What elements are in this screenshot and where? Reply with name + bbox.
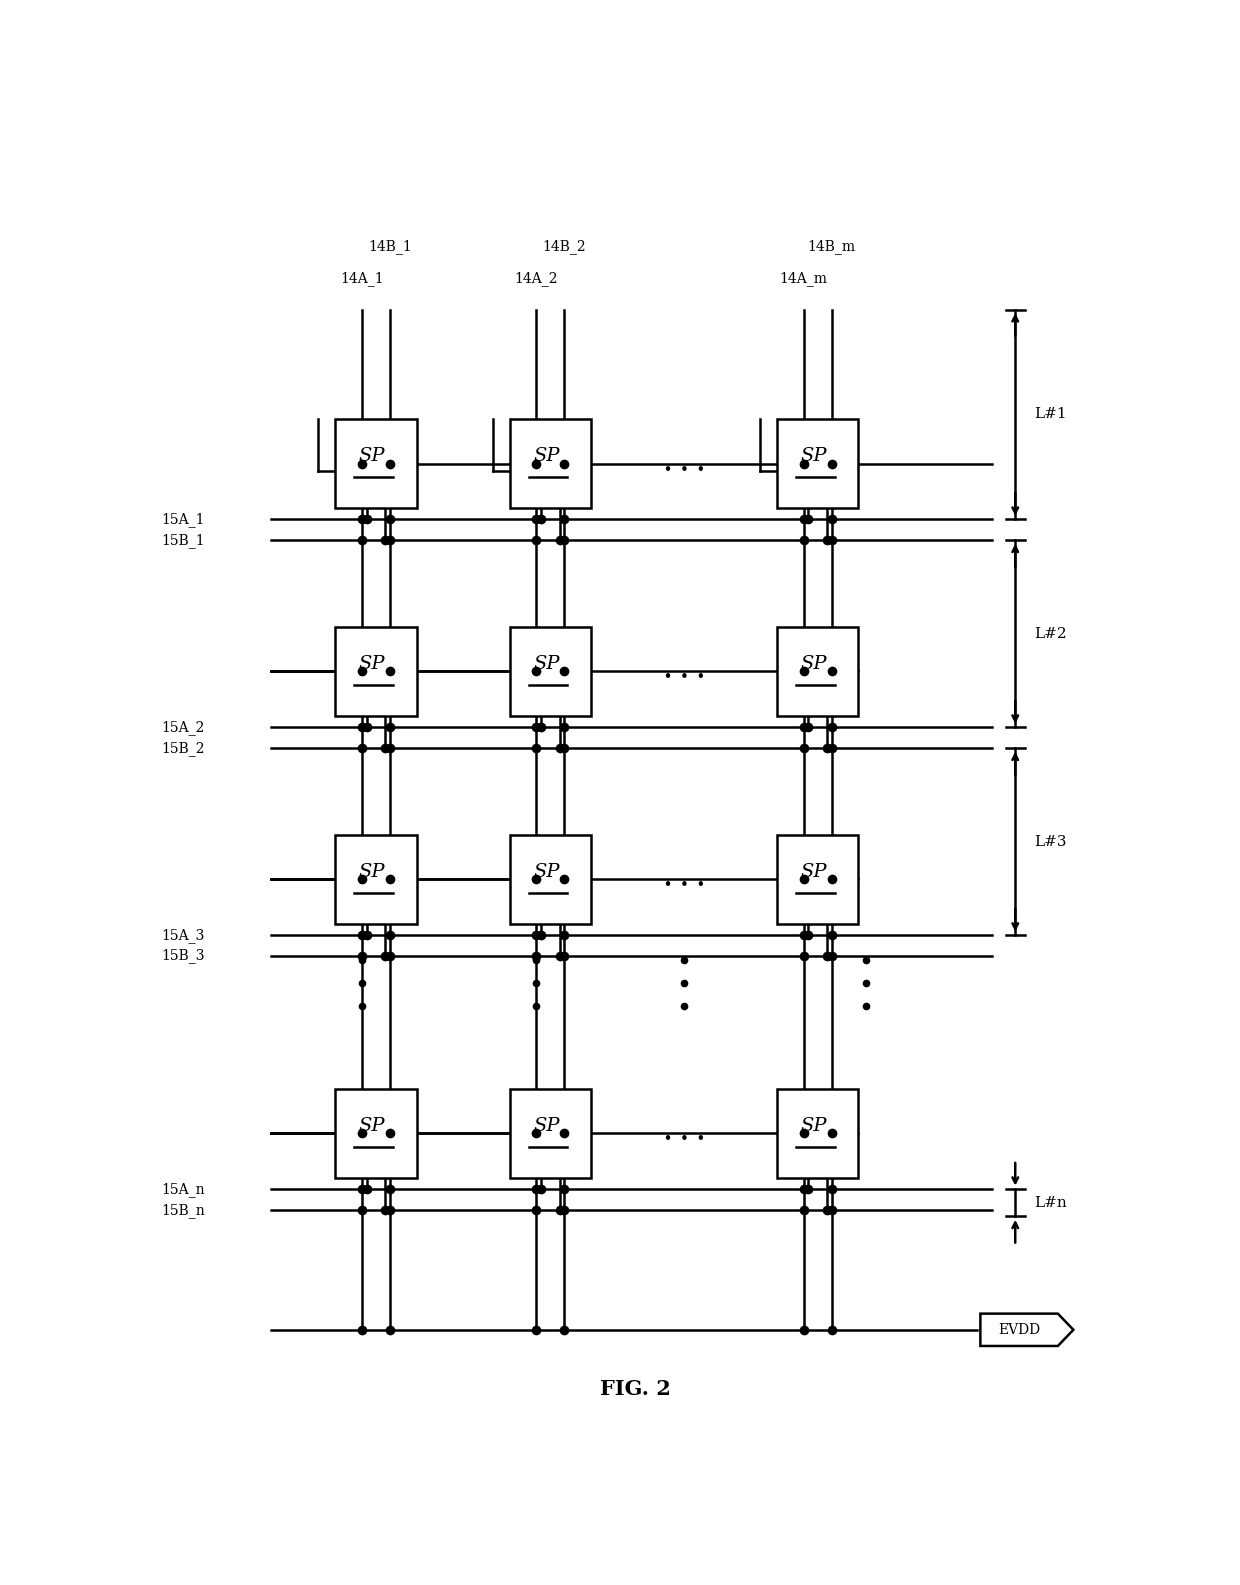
Text: 15A_3: 15A_3 [161, 927, 205, 943]
Text: SP: SP [358, 862, 386, 881]
Text: 15A_n: 15A_n [161, 1182, 205, 1197]
Bar [335, 1089, 417, 1178]
Text: 14A_2: 14A_2 [515, 271, 558, 287]
Text: . . .: . . . [663, 659, 704, 683]
Bar [335, 628, 417, 716]
Text: 14B_1: 14B_1 [368, 239, 412, 254]
Text: . . .: . . . [663, 1122, 704, 1146]
Text: L#3: L#3 [1034, 835, 1068, 848]
Text: . . .: . . . [663, 452, 704, 476]
Text: 15B_1: 15B_1 [161, 533, 205, 547]
Text: . . .: . . . [663, 867, 704, 891]
Bar [335, 420, 417, 507]
Bar [777, 835, 858, 924]
Text: 14A_1: 14A_1 [340, 271, 383, 287]
Text: SP: SP [358, 1117, 386, 1135]
Text: SP: SP [533, 1117, 559, 1135]
Text: 15A_2: 15A_2 [161, 720, 205, 735]
Text: 15B_3: 15B_3 [161, 948, 205, 964]
Text: SP: SP [801, 1117, 827, 1135]
Text: SP: SP [533, 447, 559, 464]
Bar [510, 628, 591, 716]
Text: EVDD: EVDD [998, 1323, 1040, 1336]
Text: SP: SP [533, 655, 559, 672]
Text: 15B_2: 15B_2 [161, 740, 205, 756]
Text: L#n: L#n [1034, 1195, 1068, 1209]
Text: L#1: L#1 [1034, 407, 1068, 422]
Text: SP: SP [801, 655, 827, 672]
Bar [777, 628, 858, 716]
Text: SP: SP [358, 447, 386, 464]
Text: 15B_n: 15B_n [161, 1203, 205, 1217]
Text: 14B_m: 14B_m [807, 239, 856, 254]
Text: SP: SP [533, 862, 559, 881]
Text: SP: SP [801, 447, 827, 464]
Bar [335, 835, 417, 924]
Text: SP: SP [358, 655, 386, 672]
Text: 15A_1: 15A_1 [161, 512, 205, 526]
Bar [777, 1089, 858, 1178]
Bar [510, 835, 591, 924]
Text: 14B_2: 14B_2 [542, 239, 587, 254]
Bar [777, 420, 858, 507]
Text: SP: SP [801, 862, 827, 881]
Bar [510, 1089, 591, 1178]
Text: L#2: L#2 [1034, 626, 1068, 640]
Text: 14A_m: 14A_m [780, 271, 827, 287]
Text: FIG. 2: FIG. 2 [600, 1379, 671, 1400]
Bar [510, 420, 591, 507]
Polygon shape [981, 1314, 1074, 1346]
